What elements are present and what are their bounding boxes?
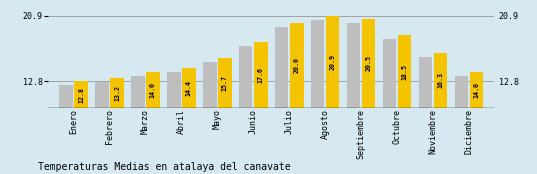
Bar xyxy=(59,85,73,108)
Bar xyxy=(167,72,180,108)
Text: 13.2: 13.2 xyxy=(114,85,120,101)
Bar xyxy=(326,16,339,108)
Bar xyxy=(203,62,216,108)
Bar xyxy=(275,27,288,108)
Bar xyxy=(131,76,144,108)
Bar xyxy=(95,82,108,108)
Text: 14.0: 14.0 xyxy=(474,82,480,98)
Bar xyxy=(182,68,195,108)
Bar xyxy=(469,72,483,108)
Text: 16.3: 16.3 xyxy=(438,72,444,88)
Bar xyxy=(74,81,88,108)
Bar xyxy=(110,78,124,108)
Bar xyxy=(347,23,360,108)
Bar xyxy=(146,72,160,108)
Text: 20.0: 20.0 xyxy=(294,57,300,73)
Bar xyxy=(454,76,468,108)
Text: 14.0: 14.0 xyxy=(150,82,156,98)
Bar xyxy=(362,19,375,108)
Bar xyxy=(290,23,303,108)
Text: 17.6: 17.6 xyxy=(258,67,264,83)
Text: 12.8: 12.8 xyxy=(78,86,84,102)
Text: 20.5: 20.5 xyxy=(366,56,372,71)
Bar xyxy=(398,35,411,108)
Text: Temperaturas Medias en atalaya del canavate: Temperaturas Medias en atalaya del canav… xyxy=(38,162,290,172)
Bar xyxy=(254,42,267,108)
Bar xyxy=(434,53,447,108)
Bar xyxy=(218,58,231,108)
Bar xyxy=(311,20,324,108)
Bar xyxy=(239,46,252,108)
Text: 14.4: 14.4 xyxy=(186,80,192,96)
Text: 15.7: 15.7 xyxy=(222,75,228,91)
Text: 20.9: 20.9 xyxy=(330,54,336,70)
Bar xyxy=(418,57,432,108)
Bar xyxy=(383,39,396,108)
Text: 18.5: 18.5 xyxy=(402,64,408,80)
